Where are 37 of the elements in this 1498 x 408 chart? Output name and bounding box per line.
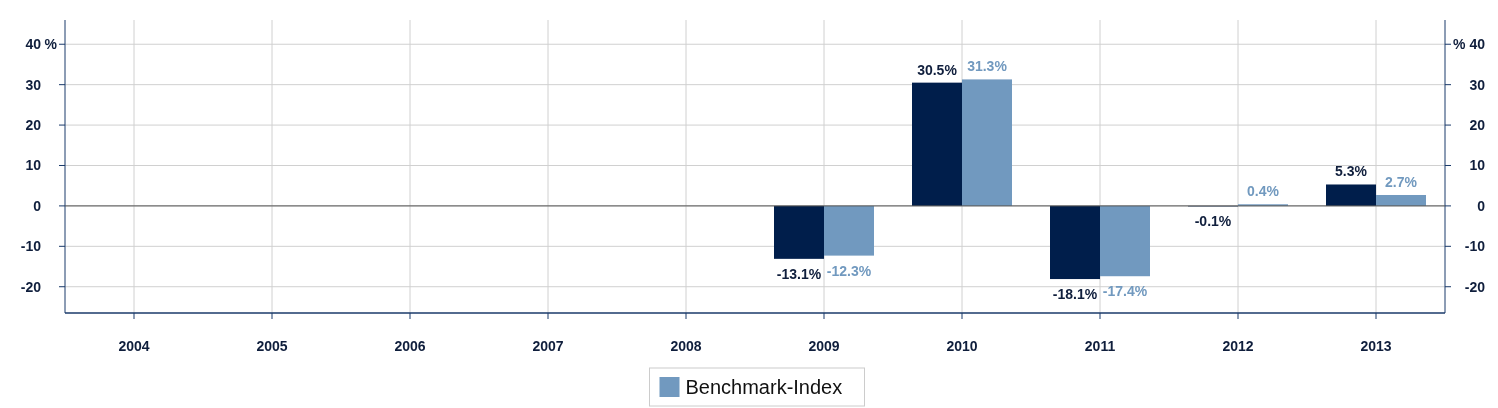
x-tick-label: 2005 — [256, 338, 288, 354]
data-label: -12.3% — [826, 262, 872, 279]
y2-tick-label: -10 — [1464, 238, 1486, 255]
y-tick-label: 30 — [25, 76, 42, 93]
y-tick-label: 40 — [25, 36, 42, 53]
y-tick-label: 10 — [25, 157, 42, 174]
x-tick-label: 2006 — [394, 338, 426, 354]
y2-tick-label: -20 — [1464, 278, 1486, 295]
x-tick-label: 2008 — [670, 338, 702, 354]
data-label: -18.1% — [1052, 286, 1098, 303]
data-label: -0.1% — [1194, 213, 1232, 230]
y2-tick-label: 40 — [1469, 36, 1486, 53]
x-tick-label: 2004 — [118, 338, 150, 354]
data-label: 5.3% — [1335, 163, 1368, 180]
data-label: 31.3% — [967, 58, 1008, 75]
y2-tick-label: 30 — [1469, 76, 1486, 93]
y2-tick-label: 20 — [1469, 117, 1486, 134]
data-label: 0.4% — [1247, 183, 1280, 200]
y2-tick-label: 10 — [1469, 157, 1486, 174]
x-tick-label: 2012 — [1222, 338, 1254, 354]
y2-axis-title: % — [1453, 36, 1466, 53]
y-tick-label: 20 — [25, 117, 42, 134]
x-tick-label: 2010 — [946, 338, 978, 354]
y-tick-label: 0 — [33, 197, 42, 214]
y2-tick-label: 0 — [1477, 197, 1486, 214]
legend-label: Benchmark-Index — [685, 376, 843, 398]
x-tick-label: 2011 — [1084, 338, 1116, 354]
y-axis-title: % — [44, 36, 58, 53]
data-label: -17.4% — [1102, 283, 1148, 300]
x-tick-label: 2013 — [1360, 338, 1392, 354]
data-label: 30.5% — [917, 61, 958, 78]
x-tick-label: 2009 — [808, 338, 840, 354]
y-tick-label: -10 — [20, 238, 42, 255]
y-tick-label: -20 — [20, 278, 42, 295]
data-label: 2.7% — [1385, 173, 1418, 190]
data-label: -13.1% — [776, 265, 822, 282]
x-tick-label: 2007 — [532, 338, 564, 354]
